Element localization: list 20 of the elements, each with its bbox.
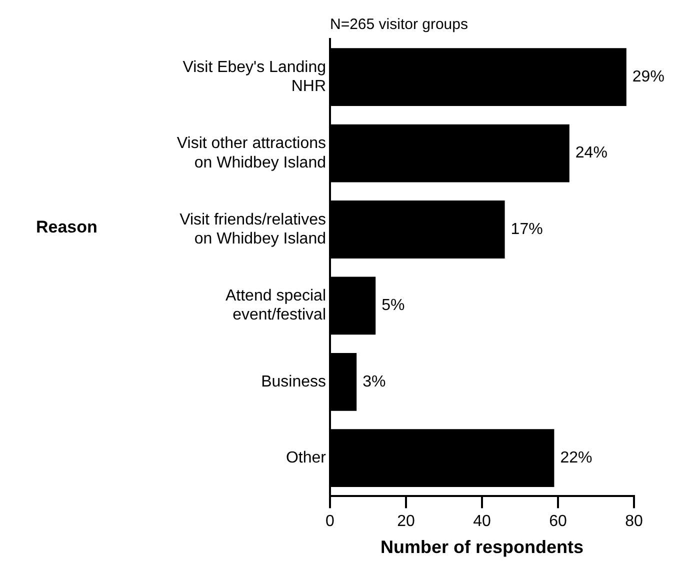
x-tick-label: 0 (326, 513, 335, 530)
annotation: 5% (382, 297, 405, 314)
y-tick-label: Visit Ebey's Landing NHR (182, 58, 326, 96)
annotation: 24% (575, 144, 608, 162)
x-tick-label: 40 (473, 513, 491, 530)
x-tick-label: 80 (625, 513, 643, 530)
annotation: 22% (560, 450, 592, 467)
annotation: 17% (510, 220, 543, 238)
y-tick-label: Visit friends/relatives on Whidbey Island (180, 211, 326, 248)
x-tick-label: 60 (549, 513, 567, 530)
y-axis-title: Reason (36, 217, 98, 236)
y-tick-label: Other (286, 450, 327, 467)
chart-title: N=265 visitor groups (330, 16, 468, 33)
y-tick-label: Business (261, 373, 326, 390)
y-tick-label: Visit other attractions on Whidbey Island (176, 135, 326, 172)
annotation: 29% (632, 68, 664, 86)
x-axis-title: Number of respondents (380, 537, 584, 558)
x-tick-label: 20 (397, 513, 415, 530)
annotation: 3% (362, 373, 386, 390)
y-tick-label: Attend special event/festival (225, 288, 326, 324)
